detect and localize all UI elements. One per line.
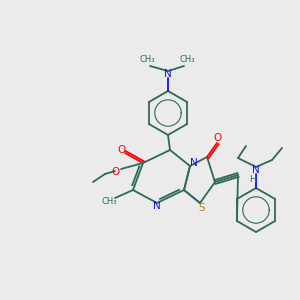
Text: N: N [252, 165, 260, 175]
Text: N: N [164, 69, 172, 79]
Text: CH₃: CH₃ [179, 56, 195, 64]
Text: N: N [190, 158, 198, 168]
Text: O: O [214, 133, 222, 143]
Text: CH₃: CH₃ [139, 56, 155, 64]
Text: O: O [117, 145, 125, 155]
Text: H: H [249, 176, 255, 184]
Text: O: O [112, 167, 120, 177]
Text: N: N [153, 201, 161, 211]
Text: S: S [199, 203, 205, 213]
Text: CH₃: CH₃ [101, 197, 117, 206]
